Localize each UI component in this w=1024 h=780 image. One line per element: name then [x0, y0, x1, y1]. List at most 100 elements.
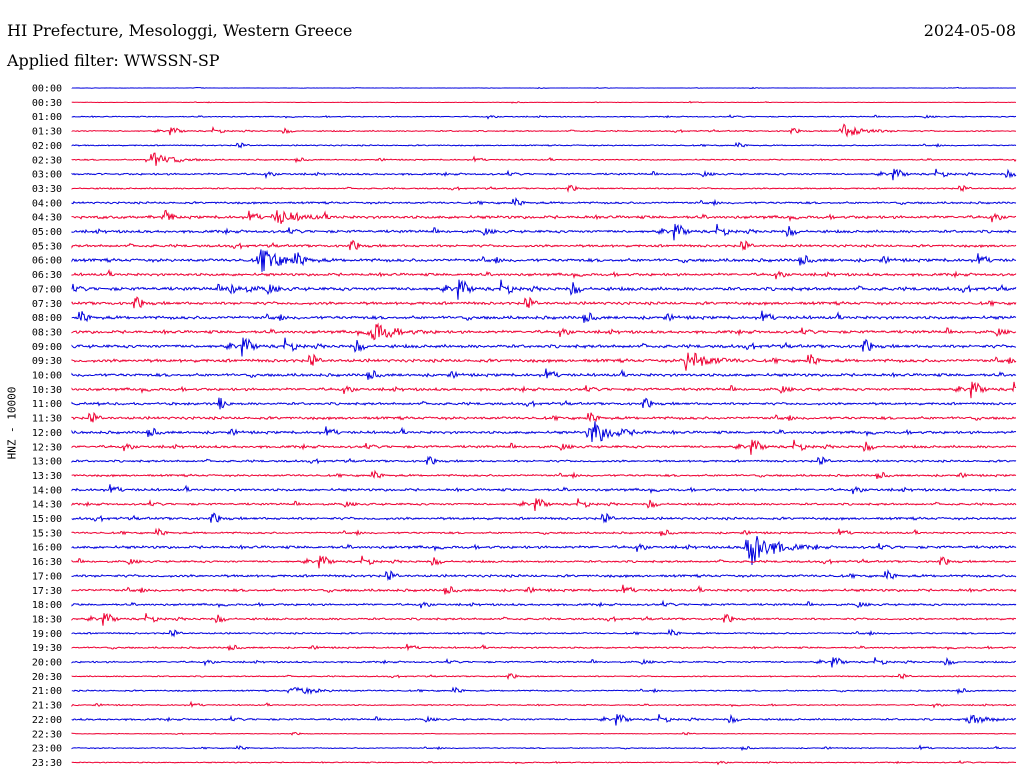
row-label: 01:00 — [32, 112, 62, 123]
row-label: 12:30 — [32, 442, 62, 453]
trace-line — [71, 86, 1017, 90]
trace-line — [71, 628, 1017, 638]
trace-line — [71, 381, 1017, 399]
row-label: 20:30 — [32, 672, 62, 683]
row-label: 01:30 — [32, 127, 62, 138]
row-label: 15:00 — [32, 514, 62, 525]
trace-line — [71, 209, 1017, 225]
row-label: 09:30 — [32, 356, 62, 367]
row-label: 16:30 — [32, 557, 62, 568]
trace-line — [71, 141, 1017, 149]
row-label: 00:00 — [32, 84, 62, 95]
trace-line — [71, 498, 1017, 511]
row-label: 16:00 — [32, 543, 62, 554]
trace-line — [71, 100, 1017, 104]
trace-line — [71, 337, 1017, 357]
trace-line — [71, 268, 1017, 280]
row-label: 04:00 — [32, 198, 62, 209]
row-label: 22:30 — [32, 729, 62, 740]
row-label: 07:30 — [32, 299, 62, 310]
trace-line — [71, 322, 1017, 341]
row-label: 00:30 — [32, 98, 62, 109]
trace-line — [71, 239, 1017, 252]
row-label: 13:30 — [32, 471, 62, 482]
row-label: 04:30 — [32, 213, 62, 224]
trace-line — [71, 123, 1017, 138]
trace-line — [71, 744, 1017, 752]
row-label: 15:30 — [32, 528, 62, 539]
row-label: 05:00 — [32, 227, 62, 238]
row-label: 03:00 — [32, 170, 62, 181]
row-label: 11:00 — [32, 399, 62, 410]
trace-line — [71, 368, 1017, 380]
row-label: 02:30 — [32, 155, 62, 166]
trace-line — [71, 152, 1017, 166]
row-label: 18:00 — [32, 600, 62, 611]
row-label: 13:00 — [32, 457, 62, 468]
row-label: 21:30 — [32, 701, 62, 712]
trace-line — [71, 613, 1017, 626]
row-label: 23:30 — [32, 758, 62, 769]
row-label: 06:30 — [32, 270, 62, 281]
row-label: 08:00 — [32, 313, 62, 324]
trace-line — [71, 411, 1017, 423]
trace-line — [71, 439, 1017, 455]
trace-line — [71, 223, 1017, 241]
trace-line — [71, 421, 1017, 442]
row-label: 20:00 — [32, 658, 62, 669]
trace-line — [71, 599, 1017, 609]
trace-line — [71, 555, 1017, 569]
row-label: 17:00 — [32, 571, 62, 582]
trace-line — [71, 296, 1017, 309]
row-label: 03:30 — [32, 184, 62, 195]
row-label: 07:00 — [32, 284, 62, 295]
row-label: 19:00 — [32, 629, 62, 640]
row-label: 17:30 — [32, 586, 62, 597]
date-label: 2024-05-08 — [923, 21, 1016, 40]
trace-line — [71, 643, 1017, 652]
trace-line — [71, 686, 1017, 695]
row-label: 09:00 — [32, 342, 62, 353]
trace-line — [71, 168, 1017, 181]
trace-line — [71, 484, 1017, 495]
trace-line — [71, 759, 1017, 766]
trace-line — [71, 512, 1017, 524]
row-label: 08:30 — [32, 327, 62, 338]
row-label: 18:30 — [32, 614, 62, 625]
row-label: 10:30 — [32, 385, 62, 396]
trace-line — [71, 731, 1017, 736]
row-label: 02:00 — [32, 141, 62, 152]
trace-line — [71, 279, 1017, 300]
row-label: 14:00 — [32, 485, 62, 496]
trace-line — [71, 469, 1017, 480]
trace-line — [71, 310, 1017, 323]
trace-line — [71, 535, 1017, 566]
station-title: HI Prefecture, Mesologgi, Western Greece — [7, 21, 353, 40]
row-label: 05:30 — [32, 241, 62, 252]
row-label: 22:00 — [32, 715, 62, 726]
trace-line — [71, 397, 1017, 410]
row-label: 23:00 — [32, 744, 62, 755]
row-label: 10:00 — [32, 371, 62, 382]
trace-line — [71, 527, 1017, 537]
row-label: 14:30 — [32, 500, 62, 511]
trace-line — [71, 569, 1017, 582]
trace-line — [71, 114, 1017, 120]
trace-line — [71, 249, 1017, 272]
trace-line — [71, 584, 1017, 595]
trace-line — [71, 713, 1017, 726]
filter-label: Applied filter: WWSSN-SP — [7, 51, 220, 70]
trace-line — [71, 700, 1017, 709]
trace-line — [71, 184, 1017, 193]
row-label: 06:00 — [32, 256, 62, 267]
row-label: 12:00 — [32, 428, 62, 439]
trace-line — [71, 673, 1017, 681]
trace-line — [71, 657, 1017, 668]
row-label: 21:00 — [32, 686, 62, 697]
row-label: 19:30 — [32, 643, 62, 654]
trace-line — [71, 197, 1017, 207]
row-label: 11:30 — [32, 414, 62, 425]
trace-line — [71, 455, 1017, 466]
trace-line — [71, 352, 1017, 371]
